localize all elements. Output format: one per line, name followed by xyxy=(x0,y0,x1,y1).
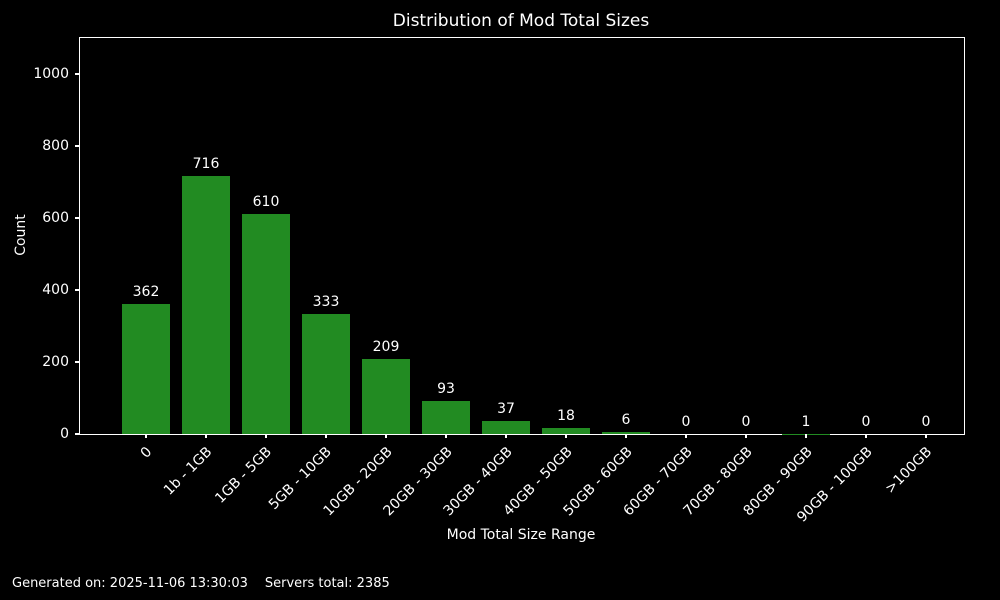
y-tick-mark xyxy=(74,145,79,147)
x-tick-mark xyxy=(925,434,927,438)
y-tick-mark xyxy=(74,433,79,435)
bar xyxy=(482,420,530,434)
bar-value-label: 0 xyxy=(921,414,931,430)
x-tick-mark xyxy=(865,434,867,438)
bar-value-label: 1 xyxy=(801,413,811,430)
bar xyxy=(242,214,290,434)
bar xyxy=(362,358,410,434)
x-tick-mark xyxy=(385,434,387,438)
footer-generated-timestamp: Generated on: 2025-11-06 13:30:03 xyxy=(12,576,248,591)
bar-value-label: 18 xyxy=(557,407,575,424)
x-tick-mark xyxy=(205,434,207,438)
x-tick-mark xyxy=(745,434,747,438)
y-tick-label: 0 xyxy=(60,426,69,442)
bar xyxy=(542,427,590,434)
x-tick-mark xyxy=(145,434,147,438)
bar-value-label: 610 xyxy=(252,194,280,211)
footer: Generated on: 2025-11-06 13:30:03 Servers… xyxy=(12,576,390,591)
bar-value-label: 0 xyxy=(741,414,751,430)
x-tick-label: >100GB xyxy=(882,444,936,497)
x-tick-mark xyxy=(805,434,807,438)
x-tick-mark xyxy=(685,434,687,438)
y-tick-label: 800 xyxy=(42,138,69,154)
bar-value-label: 716 xyxy=(192,156,220,173)
x-tick-mark xyxy=(265,434,267,438)
footer-servers-total: Servers total: 2385 xyxy=(264,576,390,591)
bar-value-label: 362 xyxy=(132,283,160,300)
x-tick-mark xyxy=(625,434,627,438)
bar-value-label: 6 xyxy=(621,411,631,428)
bar-value-label: 209 xyxy=(372,338,400,355)
bar-value-label: 0 xyxy=(861,414,871,430)
x-tick-label: 1GB - 5GB xyxy=(212,444,276,507)
bar-value-label: 37 xyxy=(497,400,515,417)
bar xyxy=(302,314,350,434)
bar xyxy=(422,400,470,434)
x-tick-mark xyxy=(565,434,567,438)
bar xyxy=(602,431,650,434)
bar xyxy=(182,176,230,434)
y-tick-mark xyxy=(74,361,79,363)
x-tick-mark xyxy=(325,434,327,438)
plot-area: 0 200 400 600 800 1000 362 0 716 1b - 1GB 610 1GB -… xyxy=(33,37,965,526)
y-tick-mark xyxy=(74,73,79,75)
bar-value-label: 93 xyxy=(437,380,455,397)
x-tick-label: 0 xyxy=(137,444,156,462)
y-tick-label: 400 xyxy=(42,282,69,298)
y-tick-label: 200 xyxy=(42,354,69,370)
x-tick-mark xyxy=(505,434,507,438)
bar-value-label: 333 xyxy=(312,294,340,311)
chart-title: Distribution of Mod Total Sizes xyxy=(392,11,650,31)
x-axis-label: Mod Total Size Range xyxy=(446,527,596,543)
y-tick-mark xyxy=(74,217,79,219)
y-tick-label: 600 xyxy=(42,210,69,226)
y-tick-mark xyxy=(74,289,79,291)
bar xyxy=(122,303,170,434)
x-tick-mark xyxy=(445,434,447,438)
bar-value-label: 0 xyxy=(681,414,691,430)
y-tick-label: 1000 xyxy=(33,66,69,82)
x-tick-label: 1b - 1GB xyxy=(160,444,216,499)
